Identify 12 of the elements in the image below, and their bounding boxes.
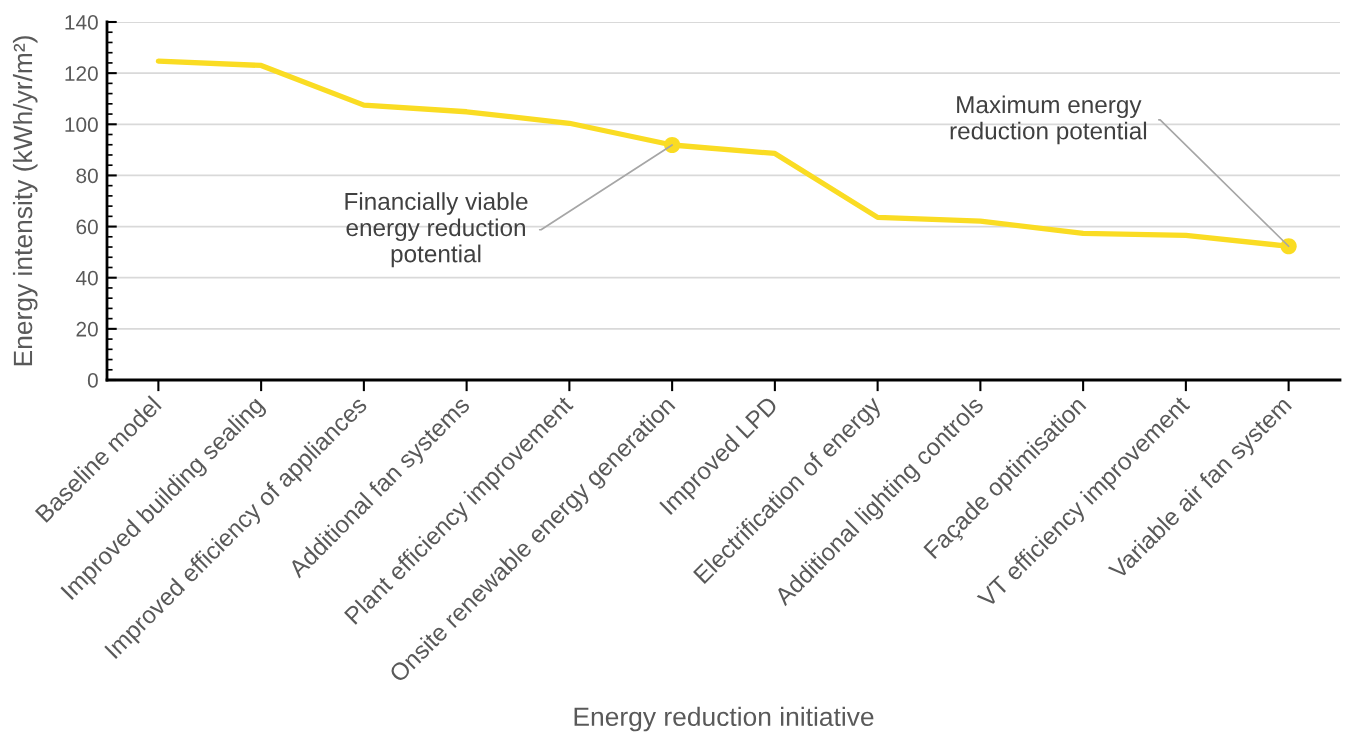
y-tick-label: 100 [65,117,98,133]
y-tick-label: 80 [76,168,98,184]
annotation: Maximum energy reduction potential [950,95,1147,145]
y-tick-label: 140 [65,15,98,30]
y-tick-label: 0 [87,373,98,388]
x-axis-title: Energy reduction initiative [574,706,874,732]
y-tick-label: 20 [76,321,98,337]
annotation: Financially viable energy reduction potential [345,192,528,268]
y-tick-label: 40 [75,270,98,286]
y-axis-title: Energy intensity (kWh/yr/m²) [12,36,38,366]
y-tick-label: 60 [76,219,98,235]
y-tick-label: 120 [65,66,98,81]
